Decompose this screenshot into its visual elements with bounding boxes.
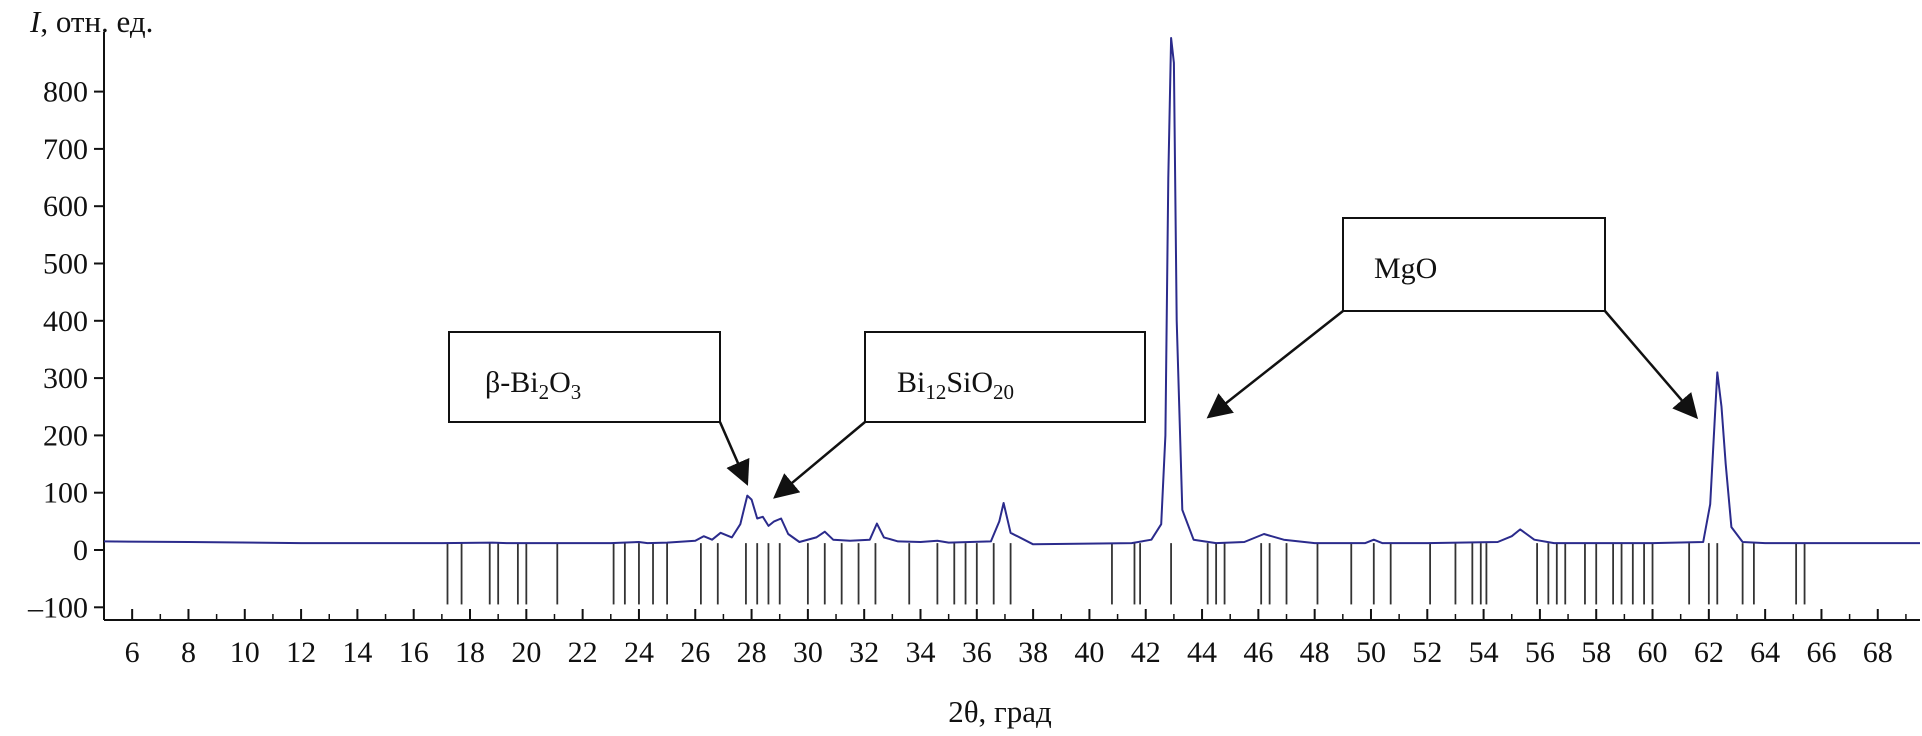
x-tick-label: 36 bbox=[962, 636, 992, 669]
x-tick-label: 58 bbox=[1581, 636, 1611, 669]
x-tick-label: 56 bbox=[1525, 636, 1555, 669]
annotation-bi12sio20-mid: SiO bbox=[946, 366, 993, 399]
annotation-mgo: MgO bbox=[1342, 217, 1606, 312]
annotation-arrow bbox=[1604, 310, 1699, 420]
y-axis-title: I, отн. ед. bbox=[29, 4, 153, 39]
x-tick-label: 64 bbox=[1750, 636, 1780, 669]
y-tick-label: 200 bbox=[43, 419, 88, 452]
y-ticks: –100 100 200 300 400 500 600 700 800 0 bbox=[27, 76, 104, 624]
x-tick-label: 18 bbox=[455, 636, 485, 669]
x-tick-label: 46 bbox=[1243, 636, 1273, 669]
annotation-bi2o3-sub1: 2 bbox=[539, 380, 550, 404]
y-tick-label: 500 bbox=[43, 248, 88, 281]
y-axis-title-symbol: I bbox=[29, 4, 42, 39]
x-tick-label: 10 bbox=[230, 636, 260, 669]
annotation-bi12sio20-box bbox=[864, 331, 1146, 423]
x-tick-label: 40 bbox=[1074, 636, 1104, 669]
annotation-bi12sio20-sub1: 12 bbox=[925, 380, 946, 404]
y-tick-label: 400 bbox=[43, 305, 88, 338]
y-tick-label: 700 bbox=[43, 133, 88, 166]
x-tick-label: 66 bbox=[1806, 636, 1836, 669]
x-tick-label: 14 bbox=[342, 636, 372, 669]
x-tick-label: 62 bbox=[1694, 636, 1724, 669]
x-tick-label: 38 bbox=[1018, 636, 1048, 669]
annotation-bi12sio20-label: Bi12SiO20 bbox=[897, 366, 1014, 404]
x-tick-label: 26 bbox=[680, 636, 710, 669]
annotation-bi2o3-sub2: 3 bbox=[571, 380, 582, 404]
annotation-mgo-label: MgO bbox=[1374, 252, 1437, 285]
x-tick-label: 68 bbox=[1863, 636, 1893, 669]
diffraction-series-line bbox=[103, 37, 1920, 546]
annotation-arrow bbox=[718, 421, 750, 486]
annotation-arrows bbox=[718, 310, 1699, 499]
annotation-bi2o3-label: β-Bi2O3 bbox=[485, 366, 581, 404]
y-tick-label: 800 bbox=[43, 76, 88, 109]
x-tick-label: 50 bbox=[1356, 636, 1386, 669]
x-tick-label: 6 bbox=[125, 636, 140, 669]
y-tick-label: 100 bbox=[43, 477, 88, 510]
x-tick-label: 42 bbox=[1131, 636, 1161, 669]
x-tick-label: 28 bbox=[737, 636, 767, 669]
x-tick-label: 12 bbox=[286, 636, 316, 669]
x-tick-label: 48 bbox=[1300, 636, 1330, 669]
annotation-bi2o3-main: β-Bi bbox=[485, 366, 539, 399]
series-layer bbox=[103, 37, 1920, 546]
annotation-bi12sio20-main: Bi bbox=[897, 366, 925, 399]
x-axis-title: 2θ, град bbox=[948, 694, 1052, 729]
annotation-arrow bbox=[1206, 310, 1344, 419]
annotation-mgo-box bbox=[1342, 217, 1606, 312]
annotation-bi12sio20: Bi12SiO20 bbox=[864, 331, 1146, 423]
x-tick-label: 32 bbox=[849, 636, 879, 669]
x-tick-label: 20 bbox=[511, 636, 541, 669]
y-tick-label: –100 bbox=[27, 591, 88, 624]
y-tick-label: 300 bbox=[43, 362, 88, 395]
x-tick-label: 8 bbox=[181, 636, 196, 669]
annotation-bi2o3-mid: O bbox=[549, 366, 571, 399]
annotation-bi2o3-box bbox=[448, 331, 721, 423]
reference-lines bbox=[446, 543, 1806, 605]
x-tick-label: 52 bbox=[1412, 636, 1442, 669]
x-tick-label: 34 bbox=[905, 636, 935, 669]
x-tick-label: 60 bbox=[1638, 636, 1668, 669]
x-tick-label: 30 bbox=[793, 636, 823, 669]
x-tick-label: 16 bbox=[399, 636, 429, 669]
x-tick-label: 44 bbox=[1187, 636, 1217, 669]
annotation-arrow bbox=[773, 421, 866, 499]
annotation-bi2o3: β-Bi2O3 bbox=[448, 331, 721, 423]
y-axis-title-unit: , отн. ед. bbox=[40, 4, 153, 39]
annotation-bi12sio20-sub2: 20 bbox=[993, 380, 1014, 404]
x-tick-label: 22 bbox=[568, 636, 598, 669]
y-tick-label: 0 bbox=[73, 534, 88, 567]
y-tick-label: 600 bbox=[43, 190, 88, 223]
x-tick-label: 24 bbox=[624, 636, 654, 669]
x-ticks: 6 8 10 12 14 16 18 20 22 24 26 28 30 32 34 36 38 40 42 44 46… bbox=[125, 609, 1907, 669]
x-tick-label: 54 bbox=[1469, 636, 1499, 669]
